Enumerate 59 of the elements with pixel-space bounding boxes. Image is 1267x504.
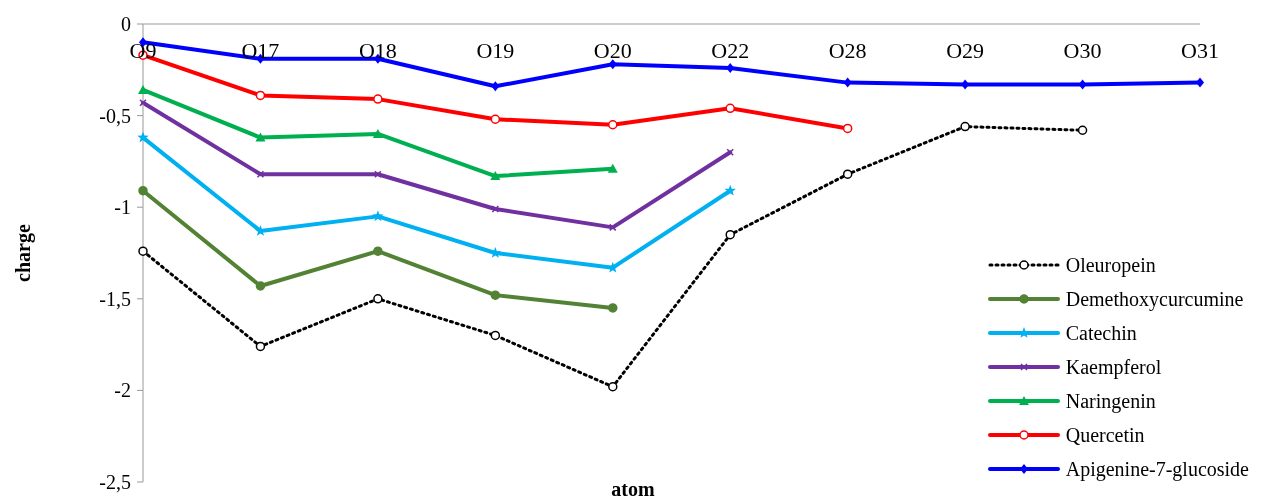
x-tick-label: O29 [946,38,985,63]
y-axis-title: charge [12,224,36,282]
y-tick-label: -1 [114,196,131,219]
point [725,229,735,240]
point [724,184,736,196]
point [138,84,148,94]
point [608,381,618,392]
point [373,294,383,304]
x-axis-title: atom [610,478,656,501]
x-tick-label: O20 [593,38,632,63]
point [373,246,383,256]
y-tick-label: -0,5 [99,104,131,127]
legend-label: Quercetin [1065,423,1145,447]
point [138,185,148,196]
point [255,281,266,291]
point [490,114,501,125]
point [491,81,500,92]
y-tick-label: -2 [114,379,131,402]
legend-label: Apigenine-7-glucoside [1065,457,1249,481]
x-tick-label: O18 [358,38,397,63]
point [842,169,853,179]
y-tick-label: 0 [121,13,131,35]
point [372,128,383,138]
x-tick-label: O22 [711,38,750,63]
point [255,341,266,352]
x-tick-label: O28 [828,38,867,63]
point [490,290,501,300]
point [138,246,148,256]
point [607,261,619,273]
line-series [139,99,734,232]
point [607,163,618,173]
x-tick-label: O9 [129,38,157,63]
legend-label: Demethoxycurcumine [1065,287,1244,311]
x-tick-label: O19 [476,38,515,63]
point [608,59,617,70]
x-tick-label: O30 [1063,38,1102,63]
point [842,123,853,134]
x-tick-label: O31 [1181,38,1219,63]
point [1077,125,1088,136]
y-tick-label: -2,5 [99,471,131,493]
point [726,148,734,156]
point [255,132,266,142]
point [490,330,501,341]
point [1196,77,1204,88]
point [490,171,501,181]
legend-label: Catechin [1065,321,1137,345]
point [726,62,735,73]
y-tick-label: -1,5 [99,287,131,310]
legend-label: Kaempferol [1065,355,1162,379]
point [255,90,266,101]
point [608,303,618,313]
point [960,121,970,132]
x-tick-label: O17 [241,38,280,63]
point [373,94,383,104]
legend-label: Oleuropein [1065,253,1156,277]
point [372,210,384,222]
point [725,103,735,114]
point [608,120,618,130]
legend-label: Naringenin [1065,389,1156,413]
